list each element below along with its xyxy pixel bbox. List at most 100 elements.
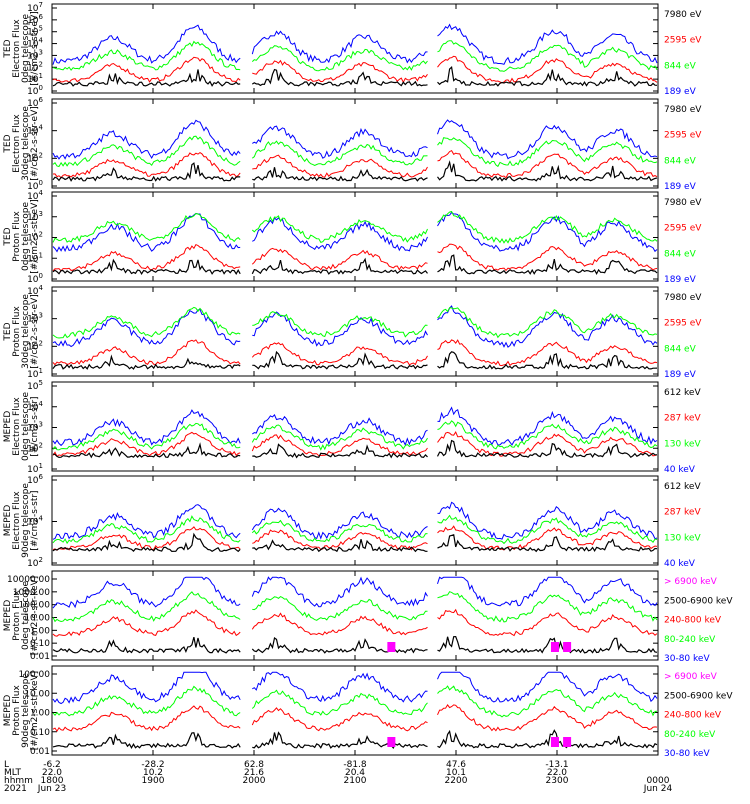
data-mark-magenta xyxy=(563,642,572,652)
data-mark-magenta xyxy=(387,737,396,747)
legend-entry: 80-240 keV xyxy=(664,730,716,740)
data-trace-blue xyxy=(52,23,658,65)
data-trace-blue xyxy=(52,671,658,705)
y-axis-label: 90deg telescope xyxy=(21,673,31,748)
data-trace-blue xyxy=(52,406,658,447)
y-axis-label: [#/cm2-s-str-eV] xyxy=(30,11,40,86)
legend-entry: 2500-6900 keV xyxy=(664,691,733,701)
footer-hhmm-value: 2000 xyxy=(243,776,266,786)
footer-hhmm-value: 1800 xyxy=(41,776,64,786)
y-tick-label: 0.01 xyxy=(30,747,50,757)
y-axis-label: Proton Flux xyxy=(12,306,22,357)
legend-entry: 80-240 keV xyxy=(664,635,716,645)
y-axis-label: TED xyxy=(3,39,13,58)
legend-entry: 189 eV xyxy=(664,370,697,380)
data-mark-magenta xyxy=(550,737,559,747)
data-trace-blue xyxy=(52,576,658,609)
y-axis-label: 0deg telescope xyxy=(21,14,31,84)
legend-entry: > 6900 keV xyxy=(664,672,718,682)
data-trace-green xyxy=(52,135,658,168)
legend-entry: 2595 eV xyxy=(664,224,702,234)
footer-hhmm-value: 0000 xyxy=(647,776,670,786)
y-tick-label: 1.00 xyxy=(30,626,50,636)
data-trace-black xyxy=(52,532,658,553)
data-trace-green xyxy=(52,420,658,451)
y-axis-label: MEPED xyxy=(3,411,13,443)
y-axis-label: Electron Flux xyxy=(12,491,22,550)
footer-mlt-value: 20.4 xyxy=(345,768,365,778)
legend-entry: 7980 eV xyxy=(664,10,702,20)
y-tick-label: 0.10 xyxy=(30,639,50,649)
y-axis-label: [#/cm2-s-str-eV] xyxy=(30,106,40,181)
data-trace-green xyxy=(52,685,658,718)
data-trace-green xyxy=(52,40,658,72)
legend-entry: 240-800 keV xyxy=(664,711,722,721)
data-trace-black xyxy=(52,254,658,275)
legend-entry: 844 eV xyxy=(664,156,697,166)
data-trace-black xyxy=(52,350,658,370)
footer-hhmm-value: 2300 xyxy=(546,776,569,786)
legend-entry: 40 keV xyxy=(664,465,696,475)
legend-entry: 7980 eV xyxy=(664,105,702,115)
legend-entry: 189 eV xyxy=(664,87,697,97)
footer-mlt-value: 22.0 xyxy=(42,768,62,778)
legend-entry: 2595 eV xyxy=(664,319,702,329)
data-trace-black xyxy=(52,439,658,459)
footer-mlt-value: 10.2 xyxy=(143,768,163,778)
data-trace-blue xyxy=(52,305,658,348)
footer-row-label: 2021 xyxy=(4,784,27,794)
y-axis-label: 30deg telescope xyxy=(21,106,31,181)
data-trace-black xyxy=(52,66,658,87)
data-trace-blue xyxy=(52,119,658,160)
legend-entry: 189 eV xyxy=(664,182,697,192)
legend-entry: 40 keV xyxy=(664,559,696,569)
footer-row-label: MLT xyxy=(4,768,22,778)
data-trace-red xyxy=(52,243,658,272)
legend-entry: 240-800 keV xyxy=(664,616,722,626)
footer-hhmm-value: 2200 xyxy=(445,776,468,786)
y-axis-label: TED xyxy=(3,322,13,341)
legend-entry: 612 keV xyxy=(664,482,701,492)
panel-frame xyxy=(51,98,659,189)
y-tick-label: 10.00 xyxy=(24,689,50,699)
data-mark-magenta xyxy=(550,642,559,652)
y-axis-label: 30deg telescope xyxy=(21,294,31,369)
y-axis-label: [#/cm2-s-str] xyxy=(30,490,40,550)
legend-entry: 2500-6900 keV xyxy=(664,596,733,606)
legend-entry: 189 eV xyxy=(664,275,697,285)
data-trace-black xyxy=(52,729,658,750)
y-axis-label: Electron Flux xyxy=(12,19,22,78)
footer-L-value: -28.2 xyxy=(141,760,164,770)
y-tick-label: 100.00 xyxy=(19,601,51,611)
footer-mlt-value: 22.0 xyxy=(547,768,567,778)
data-trace-blue xyxy=(52,211,658,253)
data-mark-magenta xyxy=(563,737,572,747)
data-trace-green xyxy=(52,210,658,244)
legend-entry: 30-80 keV xyxy=(664,654,710,664)
legend-entry: 844 eV xyxy=(664,249,697,259)
footer-mlt-value: 21.6 xyxy=(244,768,264,778)
footer-date-value: Jun 24 xyxy=(643,784,673,794)
data-trace-black xyxy=(52,635,658,654)
y-tick-label: 10000.00 xyxy=(7,575,50,585)
legend-entry: 7980 eV xyxy=(664,293,702,303)
y-tick-label: 0.01 xyxy=(30,652,50,662)
y-axis-label: MEPED xyxy=(3,695,13,727)
y-axis-label: Electron Flux xyxy=(12,397,22,456)
footer-hhmm-value: 1900 xyxy=(142,776,165,786)
y-axis-label: MEPED xyxy=(3,505,13,537)
legend-entry: 844 eV xyxy=(664,344,697,354)
y-tick-label: 1000.00 xyxy=(13,588,50,598)
legend-entry: 612 keV xyxy=(664,388,701,398)
y-axis-label: TED xyxy=(3,227,13,246)
panel-frame xyxy=(51,286,659,377)
footer-L-value: 47.6 xyxy=(446,760,466,770)
y-axis-label: [#/cm2-s-str-keV] xyxy=(30,671,40,750)
footer-mlt-value: 10.1 xyxy=(446,768,466,778)
